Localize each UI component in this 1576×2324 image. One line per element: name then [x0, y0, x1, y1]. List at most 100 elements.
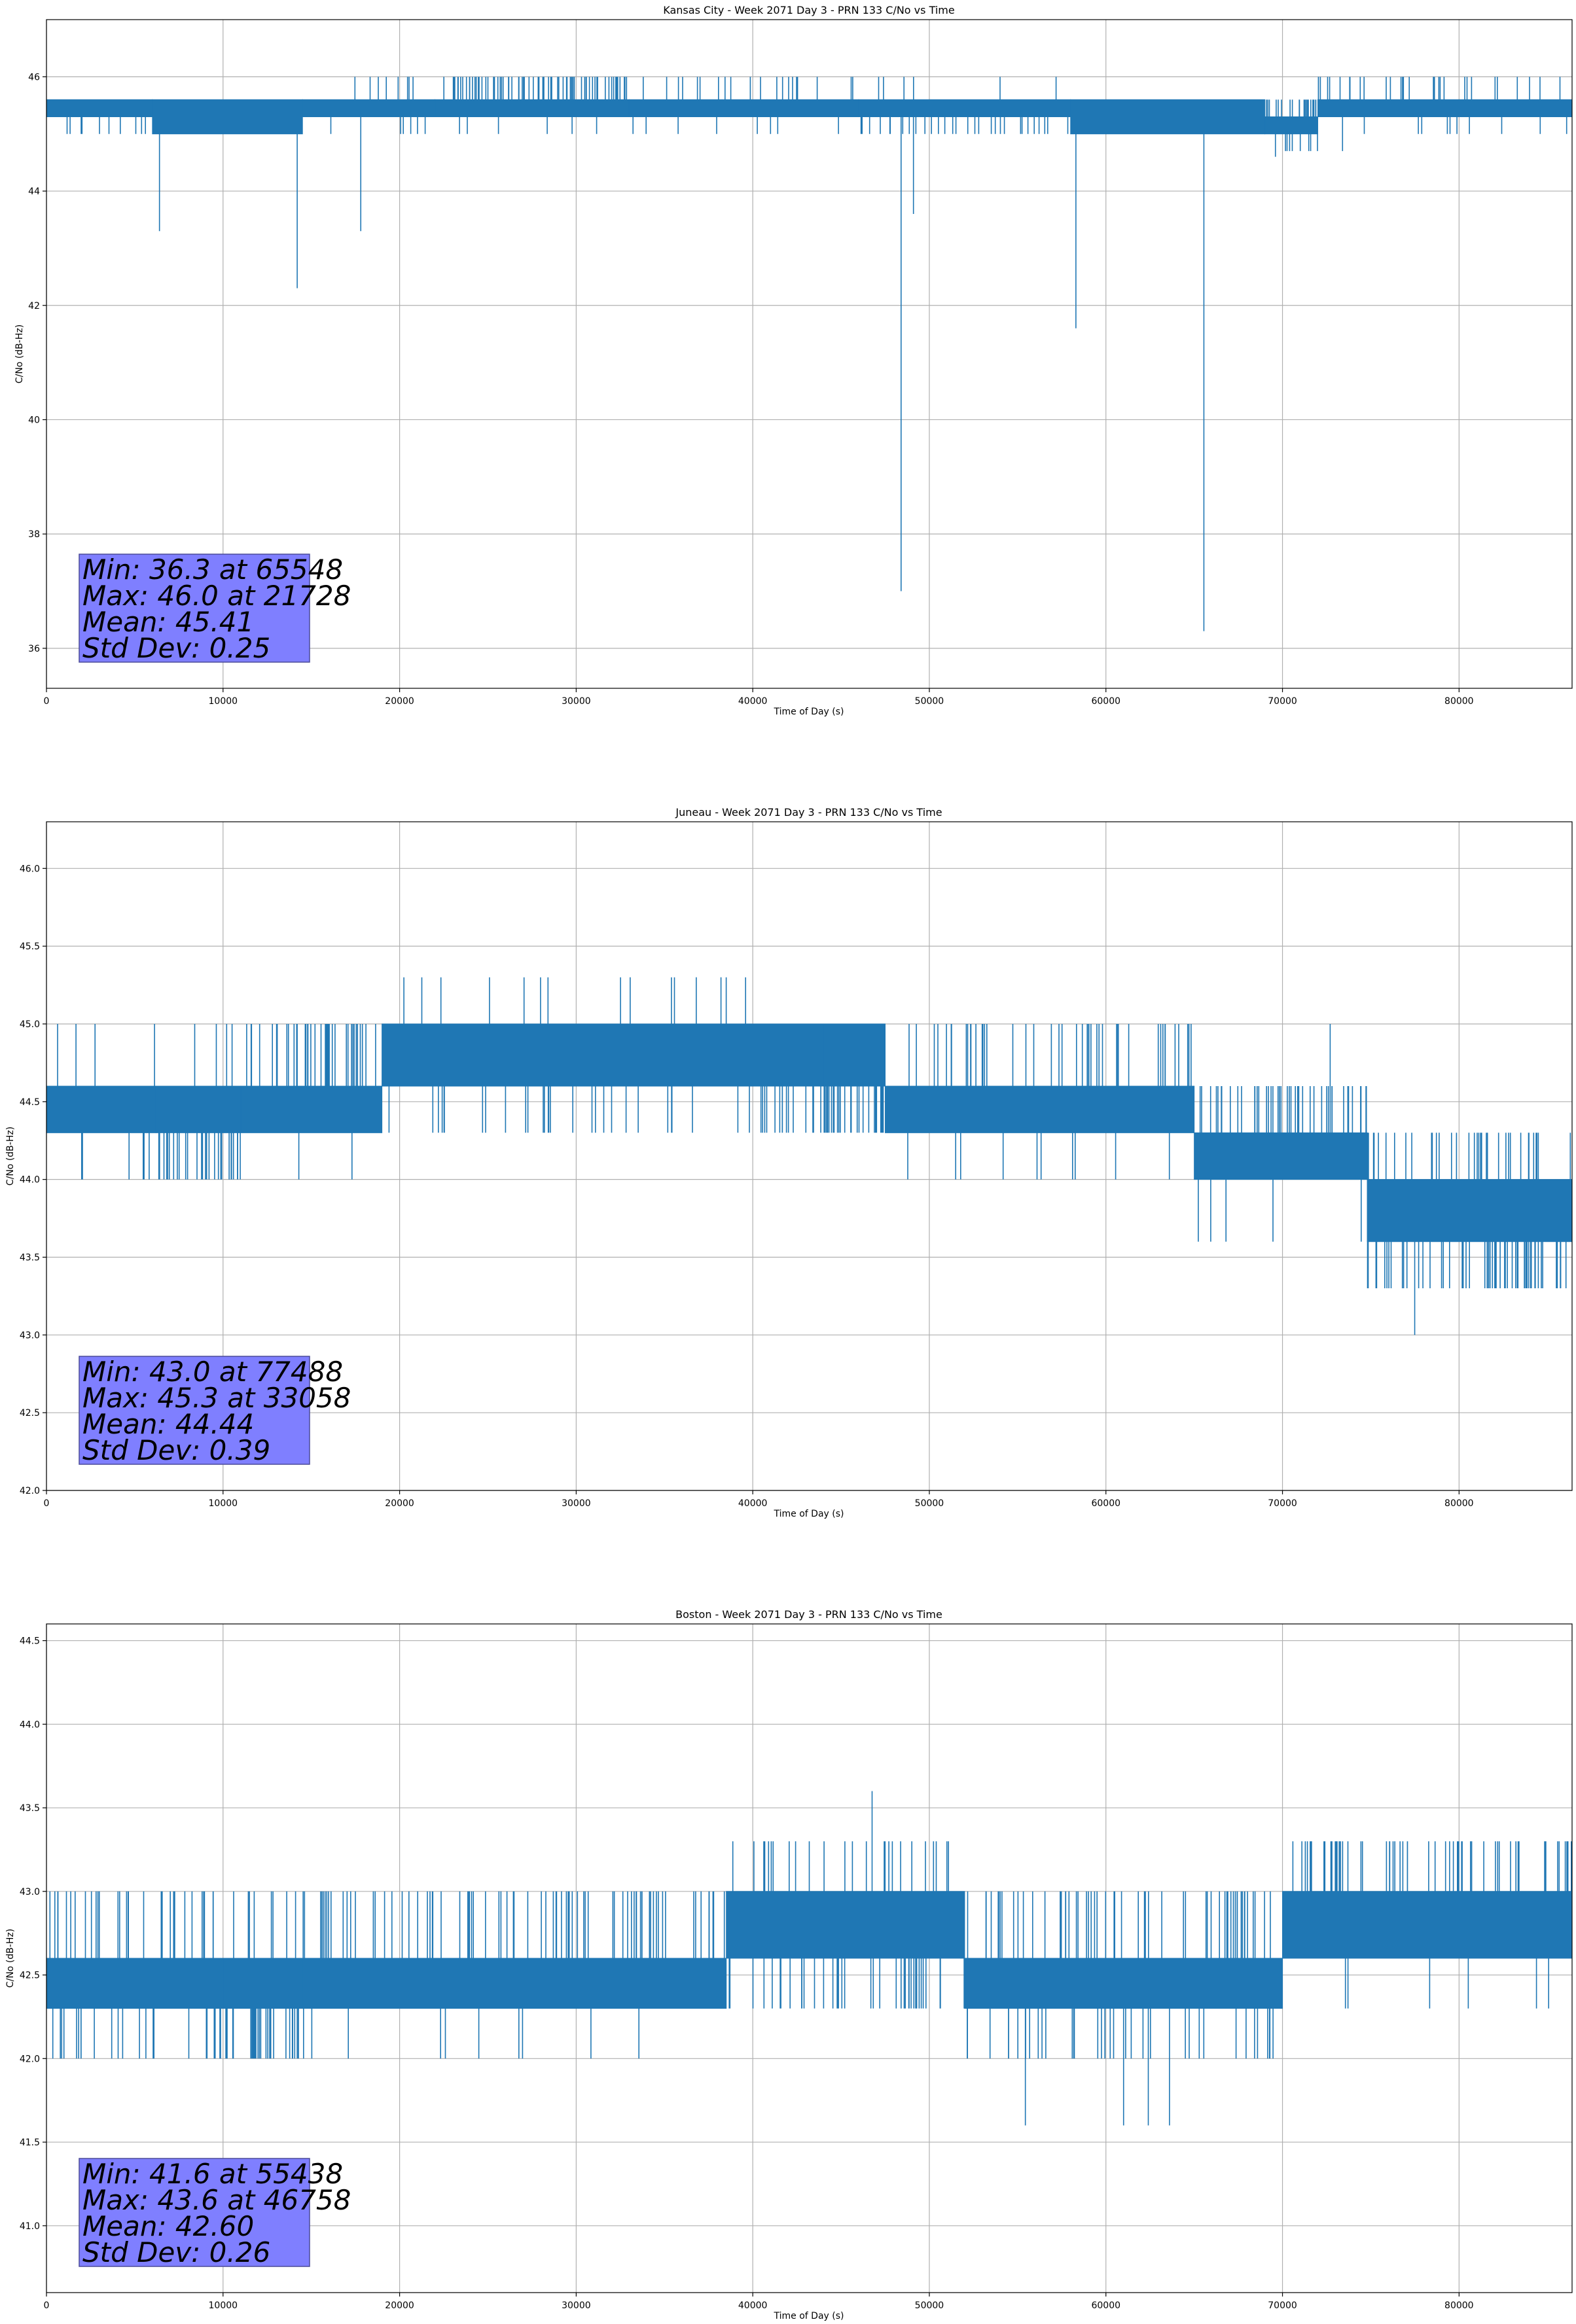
y-tick-label: 44.0 [20, 1719, 40, 1730]
y-tick-label: 44.5 [20, 1097, 40, 1108]
x-tick-label: 60000 [1091, 2300, 1120, 2311]
x-tick-label: 80000 [1444, 1498, 1474, 1509]
y-tick-label: 46.0 [20, 864, 40, 874]
series-band [152, 99, 303, 135]
stats-mean: Mean: 42.60 [82, 2210, 254, 2242]
series-spikes [225, 1891, 299, 2059]
series-spikes [388, 977, 821, 1133]
chart-title: Juneau - Week 2071 Day 3 - PRN 133 C/No … [675, 806, 942, 819]
stats-std-dev: Std Dev: 0.39 [82, 1434, 270, 1466]
series-spikes [1266, 99, 1318, 151]
x-tick-label: 10000 [209, 2300, 238, 2311]
x-tick-label: 30000 [562, 696, 591, 707]
chart-title: Boston - Week 2071 Day 3 - PRN 133 C/No … [675, 1608, 942, 1621]
y-axis-title: C/No (dB-Hz) [14, 325, 25, 383]
x-tick-label: 50000 [915, 2300, 944, 2311]
series-spikes [246, 1024, 376, 1180]
chart-boston: Boston - Week 2071 Day 3 - PRN 133 C/No … [5, 1608, 1573, 2321]
series-band [1317, 99, 1573, 117]
series-band [823, 1023, 886, 1087]
series-spikes [1367, 1133, 1571, 1288]
series-spikes [1317, 77, 1567, 134]
x-tick-label: 70000 [1268, 696, 1297, 707]
y-tick-label: 43.0 [20, 1887, 40, 1897]
series-spikes [66, 116, 146, 134]
series-band [628, 99, 859, 117]
x-tick-label: 0 [44, 1498, 50, 1509]
series-band [155, 1085, 242, 1133]
x-tick-label: 30000 [562, 1498, 591, 1509]
x-tick-label: 50000 [915, 696, 944, 707]
series-spikes [1292, 1841, 1572, 2009]
y-tick-label: 46 [28, 72, 40, 82]
stats-max: Max: 45.3 at 33058 [82, 1382, 351, 1414]
stats-min: Min: 41.6 at 55438 [82, 2158, 343, 2190]
chart-title: Kansas City - Week 2071 Day 3 - PRN 133 … [663, 4, 954, 16]
x-tick-label: 70000 [1268, 2300, 1297, 2311]
x-tick-label: 80000 [1444, 2300, 1474, 2311]
y-tick-label: 42.5 [20, 1408, 40, 1418]
series-line [46, 977, 1573, 1335]
x-tick-label: 20000 [385, 696, 414, 707]
x-tick-label: 40000 [738, 696, 768, 707]
series-spikes [1198, 1086, 1367, 1242]
x-axis-title: Time of Day (s) [774, 1509, 844, 1519]
stats-max: Max: 46.0 at 21728 [82, 580, 351, 612]
stats-box: Min: 41.6 at 55438 Max: 43.6 at 46758 Me… [79, 2158, 351, 2268]
series-spikes [158, 1024, 241, 1180]
series-band [46, 1958, 224, 2009]
x-tick-label: 40000 [738, 1498, 768, 1509]
series-band [46, 1085, 156, 1133]
y-tick-label: 41.5 [20, 2138, 40, 2148]
y-tick-label: 45.5 [20, 942, 40, 952]
stats-max: Max: 43.6 at 46758 [82, 2184, 351, 2216]
series-band [1367, 1179, 1573, 1242]
series-band [726, 1891, 965, 1959]
y-tick-label: 36 [28, 644, 40, 654]
x-tick-label: 10000 [209, 1498, 238, 1509]
chart-kansas-city: Kansas City - Week 2071 Day 3 - PRN 133 … [14, 4, 1573, 717]
y-tick-label: 42.0 [20, 2054, 40, 2064]
x-tick-label: 40000 [738, 2300, 768, 2311]
plot-frame [46, 1623, 1573, 2293]
series-line [46, 1791, 1573, 2126]
series-spikes [823, 1086, 884, 1133]
series-band [435, 99, 630, 117]
x-tick-label: 10000 [209, 696, 238, 707]
stats-std-dev: Std Dev: 0.26 [82, 2236, 270, 2268]
y-tick-label: 45.0 [20, 1019, 40, 1030]
series-band [46, 99, 153, 117]
series-spikes [860, 77, 1069, 134]
x-tick-label: 70000 [1268, 1498, 1297, 1509]
stats-min: Min: 36.3 at 65548 [82, 554, 343, 586]
series-band [302, 99, 436, 117]
y-tick-label: 44.5 [20, 1636, 40, 1647]
series-band [382, 1023, 824, 1087]
x-tick-label: 30000 [562, 2300, 591, 2311]
x-tick-label: 80000 [1444, 696, 1474, 707]
x-tick-label: 0 [44, 696, 50, 707]
series-band [1194, 1132, 1368, 1180]
series-band [858, 99, 1071, 117]
stats-std-dev: Std Dev: 0.25 [82, 632, 270, 664]
series-band [302, 1958, 727, 2009]
series-band [1264, 116, 1318, 135]
y-tick-label: 42 [28, 301, 40, 311]
x-tick-label: 20000 [385, 2300, 414, 2311]
y-tick-label: 43.5 [20, 1252, 40, 1263]
chart-juneau: Juneau - Week 2071 Day 3 - PRN 133 C/No … [5, 806, 1573, 1519]
x-axis-title: Time of Day (s) [774, 2311, 844, 2321]
series-band [1282, 1891, 1573, 1959]
stats-box: Min: 36.3 at 65548 Max: 46.0 at 21728 Me… [79, 554, 351, 664]
series-spikes [967, 1891, 1274, 2059]
series-spikes [443, 77, 628, 134]
series-spikes [330, 77, 426, 134]
stats-box-background [79, 554, 310, 663]
series-spikes [728, 1841, 965, 2009]
stats-min: Min: 43.0 at 77488 [82, 1356, 343, 1388]
x-tick-label: 50000 [915, 1498, 944, 1509]
x-tick-label: 60000 [1091, 1498, 1120, 1509]
plot-frame [46, 19, 1573, 689]
series-band [223, 1958, 303, 2009]
y-axis-title: C/No (dB-Hz) [5, 1127, 16, 1186]
